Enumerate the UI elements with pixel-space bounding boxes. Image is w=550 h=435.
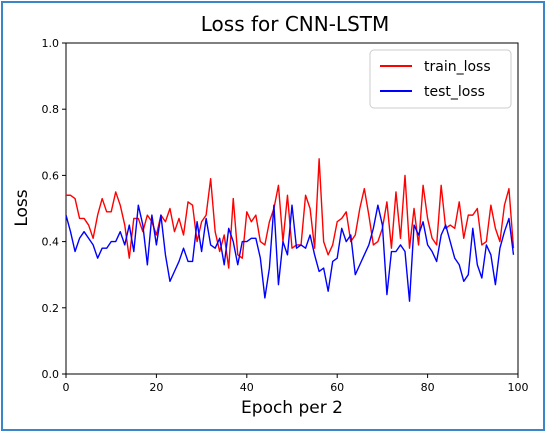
- x-tick-label: 100: [508, 381, 529, 394]
- y-tick-label: 0.0: [42, 368, 60, 381]
- series-layer: [65, 158, 515, 302]
- y-axis-label: Loss: [12, 189, 32, 226]
- y-tick-label: 0.8: [42, 103, 60, 116]
- x-axis-label: Epoch per 2: [241, 398, 343, 418]
- x-tick-label: 60: [330, 381, 344, 394]
- y-tick-label: 0.2: [42, 302, 60, 315]
- x-tick-label: 40: [240, 381, 254, 394]
- legend-box: [369, 49, 512, 109]
- legend-label-test-loss: test_loss: [424, 84, 485, 100]
- legend: train_loss test_loss: [369, 49, 512, 109]
- x-tick-label: 80: [421, 381, 435, 394]
- y-tick-label: 0.6: [42, 169, 60, 182]
- y-axis: 0.0 0.2 0.4 0.6 0.8 1.0: [42, 37, 66, 381]
- y-tick-label: 1.0: [42, 37, 60, 50]
- train-loss-line: [66, 158, 515, 269]
- chart-title: Loss for CNN-LSTM: [201, 12, 390, 36]
- y-tick-label: 0.4: [42, 236, 60, 249]
- plot-area: [65, 42, 519, 375]
- legend-label-train-loss: train_loss: [424, 59, 491, 75]
- test-loss-line: [65, 204, 515, 302]
- x-tick-label: 20: [149, 381, 163, 394]
- x-axis: 0 20 40 60 80 100: [63, 374, 529, 394]
- x-tick-label: 0: [63, 381, 70, 394]
